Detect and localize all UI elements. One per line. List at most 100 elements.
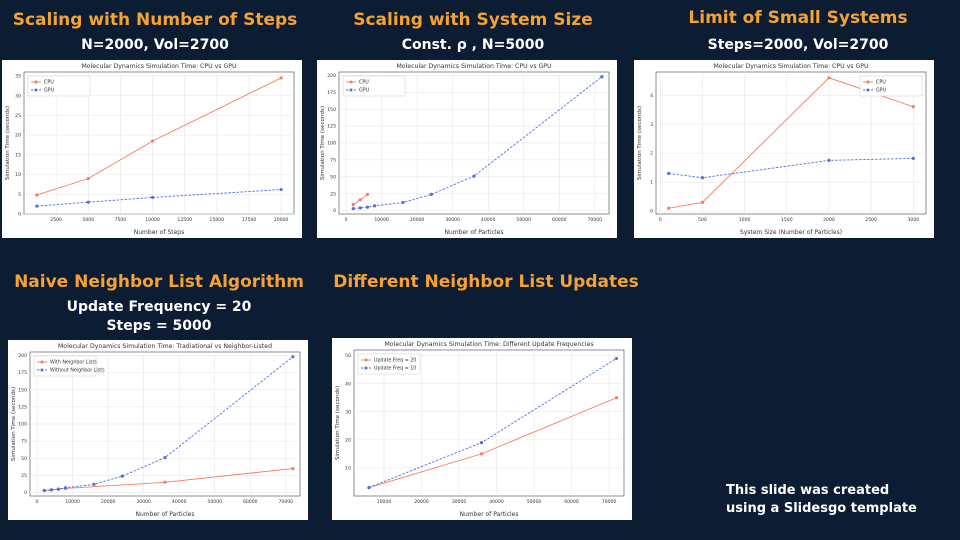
data-point	[667, 171, 671, 176]
legend-entry: GPU	[876, 88, 887, 94]
chart-title: Molecular Dynamics Simulation Time: Diff…	[384, 341, 593, 348]
y-tick-label: 0	[24, 490, 27, 496]
y-tick-label: 20	[15, 133, 21, 139]
chart2-heading: Scaling with System Size	[353, 10, 593, 30]
chart3-panel: Molecular Dynamics Simulation Time: CPU …	[634, 60, 934, 238]
legend-entry: With Neighbor Lists	[50, 360, 97, 366]
y-tick-label: 75	[21, 439, 27, 445]
legend-marker	[866, 88, 870, 92]
chart-title: Molecular Dynamics Simulation Time: CPU …	[81, 63, 236, 70]
legend-entry: Update Freq = 20	[374, 358, 416, 364]
data-point	[279, 187, 283, 192]
x-tick-label: 1000	[739, 217, 751, 223]
chart2-subheading: Const. ρ , N=5000	[401, 37, 545, 53]
y-tick-label: 50	[21, 456, 27, 462]
legend-entry: Without Neighbor Lists	[50, 368, 105, 374]
chart1-heading: Scaling with Number of Steps	[12, 10, 298, 30]
x-tick-label: 40000	[489, 499, 504, 505]
x-tick-label: 70000	[278, 499, 293, 505]
legend-marker	[34, 80, 38, 84]
data-point	[49, 488, 53, 492]
data-point	[479, 441, 484, 445]
x-tick-label: 50000	[207, 499, 222, 505]
data-point	[429, 192, 433, 196]
y-tick-label: 35	[15, 74, 21, 80]
chart5-heading: Different Neighbor List Updates	[333, 272, 639, 292]
y-tick-label: 10	[15, 172, 21, 178]
chart2-svg: Molecular Dynamics Simulation Time: CPU …	[320, 63, 610, 236]
x-tick-label: 70000	[587, 217, 602, 223]
x-tick-label: 0	[36, 499, 39, 505]
data-point	[911, 105, 915, 109]
data-point	[150, 139, 155, 143]
data-point	[365, 205, 370, 209]
data-point	[35, 204, 39, 208]
series-line-gpu	[36, 189, 282, 207]
chart4-svg: Molecular Dynamics Simulation Time: Trad…	[11, 343, 301, 518]
data-point	[86, 200, 90, 204]
y-tick-label: 100	[327, 141, 336, 147]
chart3-subheading: Steps=2000, Vol=2700	[707, 37, 889, 53]
y-tick-label: 2	[650, 151, 653, 157]
data-point	[365, 192, 370, 196]
chart-title: Molecular Dynamics Simulation Time: CPU …	[713, 63, 868, 70]
legend-marker	[349, 88, 353, 92]
x-tick-label: 0	[659, 217, 662, 223]
data-point	[667, 206, 671, 210]
y-tick-label: 1	[650, 180, 653, 186]
data-point	[56, 487, 61, 491]
x-tick-label: 5000	[82, 217, 94, 223]
x-tick-label: 30000	[452, 499, 467, 505]
data-point	[600, 75, 604, 79]
x-tick-label: 2500	[50, 217, 62, 223]
slidesgo-credit: This slide was created using a Slidesgo …	[726, 482, 917, 518]
chart5-panel: Molecular Dynamics Simulation Time: Diff…	[332, 338, 632, 520]
legend-entry: CPU	[44, 80, 54, 86]
legend-box	[859, 75, 923, 97]
y-tick-label: 10	[345, 466, 351, 472]
x-tick-label: 20000	[410, 217, 425, 223]
x-tick-label: 12500	[177, 217, 192, 223]
y-tick-label: 150	[18, 387, 27, 393]
y-tick-label: 25	[21, 473, 27, 479]
data-point	[827, 158, 831, 162]
legend-marker	[40, 360, 44, 364]
chart1-panel: Molecular Dynamics Simulation Time: CPU …	[2, 60, 302, 238]
chart4-subheading: Update Frequency = 20	[66, 299, 252, 315]
y-tick-label: 100	[18, 422, 27, 428]
y-tick-label: 200	[327, 73, 336, 79]
data-point	[367, 485, 371, 490]
y-tick-label: 30	[345, 409, 351, 415]
x-tick-label: 60000	[243, 499, 258, 505]
y-tick-label: 3	[650, 122, 653, 128]
y-axis-label: Simulation Time (seconds)	[5, 106, 11, 180]
y-tick-label: 30	[15, 93, 21, 99]
data-point	[92, 482, 96, 486]
data-point	[827, 76, 831, 80]
data-point	[150, 195, 155, 200]
legend-marker	[349, 80, 353, 84]
chart1-svg: Molecular Dynamics Simulation Time: CPU …	[5, 63, 295, 236]
y-tick-label: 175	[327, 90, 336, 96]
x-axis-label: System Size (Number of Particles)	[740, 229, 842, 236]
y-tick-label: 125	[18, 404, 27, 410]
chart3-heading: Limit of Small Systems	[688, 8, 908, 28]
chart4-heading: Naive Neighbor List Algorithm	[14, 272, 304, 292]
y-axis-label: Simulation Time (seconds)	[11, 387, 17, 461]
x-tick-label: 10000	[377, 499, 392, 505]
x-tick-label: 70000	[602, 499, 617, 505]
x-tick-label: 10000	[65, 499, 80, 505]
chart2-panel: Molecular Dynamics Simulation Time: CPU …	[317, 60, 617, 238]
chart4-panel: Molecular Dynamics Simulation Time: Trad…	[8, 340, 308, 520]
x-tick-label: 17500	[242, 217, 257, 223]
x-tick-label: 10000	[374, 217, 389, 223]
data-point	[35, 193, 39, 197]
legend-box	[357, 353, 421, 375]
x-tick-label: 30000	[445, 217, 460, 223]
y-tick-label: 5	[18, 192, 21, 198]
data-point	[401, 200, 405, 205]
x-tick-label: 50000	[527, 499, 542, 505]
y-tick-label: 125	[327, 124, 336, 130]
y-tick-label: 25	[15, 113, 21, 119]
legend-marker	[364, 366, 368, 370]
